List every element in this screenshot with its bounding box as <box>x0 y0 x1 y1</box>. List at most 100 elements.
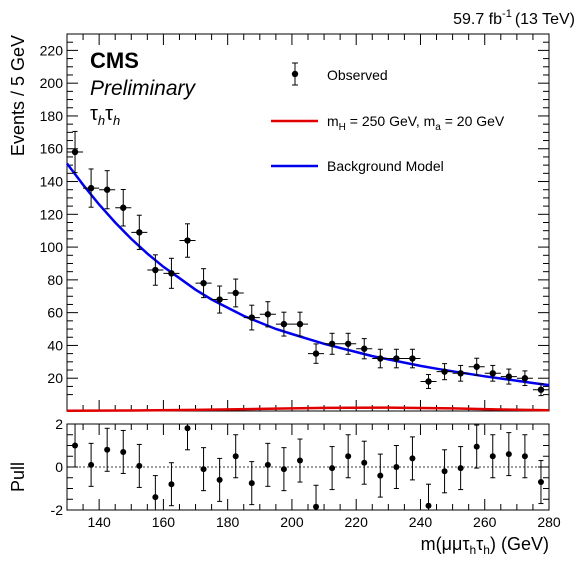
legend-background-label: Background Model <box>327 158 444 174</box>
pull-point <box>184 424 191 451</box>
pull-marker <box>168 481 175 488</box>
pull-point <box>361 440 368 485</box>
pull-marker <box>441 468 448 475</box>
pull-point <box>521 434 528 479</box>
pull-y-tick-label: -2 <box>51 502 64 518</box>
pull-point <box>505 432 512 477</box>
pull-point <box>377 453 384 498</box>
observed-marker <box>152 266 159 274</box>
observed-point <box>243 304 260 331</box>
observed-marker <box>103 186 111 193</box>
signal-curve <box>66 406 550 412</box>
observed-marker <box>521 375 529 382</box>
observed-point <box>291 311 308 337</box>
channel-tau-2: τ <box>105 103 113 125</box>
pull-point <box>216 457 223 502</box>
x-tick-label: 220 <box>345 514 369 530</box>
observed-point <box>179 223 196 258</box>
pull-marker <box>329 465 336 472</box>
x-title-sub2: h <box>483 543 490 557</box>
pull-marker <box>280 466 287 473</box>
main-y-tick-label: 60 <box>47 305 63 321</box>
observed-point <box>131 214 148 250</box>
observed-marker <box>216 296 223 303</box>
observed-point <box>99 170 116 210</box>
pull-marker <box>264 461 271 468</box>
lumi-exponent: -1 <box>502 8 512 20</box>
observed-point <box>115 188 132 227</box>
observed-marker <box>232 289 239 297</box>
observed-point <box>275 311 292 337</box>
pull-marker <box>521 453 528 460</box>
observed-marker <box>87 184 95 192</box>
channel-tau-1: τ <box>90 103 98 125</box>
observed-marker <box>328 340 336 347</box>
pull-marker <box>120 448 127 455</box>
observed-marker <box>505 373 513 380</box>
pull-marker <box>313 503 320 510</box>
observed-point <box>308 343 325 364</box>
pull-y-tick-label: 0 <box>55 459 63 475</box>
main-y-tick-label: 80 <box>47 272 63 288</box>
observed-point <box>532 383 549 397</box>
legend-observed-marker <box>291 70 299 78</box>
observed-marker <box>344 340 352 347</box>
main-y-tick-label: 120 <box>40 206 64 222</box>
x-title-end: ) (GeV) <box>490 534 549 554</box>
observed-point <box>259 301 276 328</box>
preliminary-label: Preliminary <box>90 77 197 100</box>
pull-ticks: -2 0 2 140 160 180 200 220 240 260 280 <box>51 416 561 530</box>
pull-point <box>473 424 480 469</box>
observed-marker <box>377 355 384 362</box>
observed-point <box>404 348 421 369</box>
observed-marker <box>280 320 288 328</box>
pull-point <box>537 460 544 505</box>
observed-marker <box>184 237 191 244</box>
pull-marker <box>184 425 191 432</box>
observed-points <box>67 130 549 397</box>
observed-marker <box>136 229 143 236</box>
pull-marker <box>200 466 207 473</box>
pull-point <box>120 429 127 474</box>
x-tick-label: 280 <box>537 514 561 530</box>
main-y-tick-label: 40 <box>47 337 63 353</box>
pull-marker <box>296 457 303 464</box>
main-y-tick-label: 180 <box>40 108 64 124</box>
main-curves <box>66 162 550 412</box>
observed-marker <box>296 320 304 328</box>
pull-y-axis-title: Pull <box>8 462 28 492</box>
pull-marker <box>72 442 79 449</box>
observed-marker <box>441 368 448 375</box>
channel-sub-2: h <box>113 113 120 128</box>
observed-marker <box>425 378 432 385</box>
legend: Observed mH = 250 GeV, ma = 20 GeV Backg… <box>271 62 505 174</box>
legend-signal-m: m <box>327 113 339 129</box>
observed-point <box>356 338 373 360</box>
main-y-tick-label: 160 <box>40 141 64 157</box>
cms-label: CMS <box>90 48 139 73</box>
x-tick-label: 240 <box>409 514 433 530</box>
pull-marker <box>537 479 544 486</box>
observed-point <box>468 357 485 376</box>
observed-point <box>227 278 244 308</box>
legend-signal-val2: = 20 GeV <box>441 113 505 129</box>
x-title-base: m(μμτ <box>421 534 470 554</box>
observed-point <box>484 364 501 382</box>
background-model-curve <box>66 162 550 387</box>
observed-marker <box>457 370 464 377</box>
observed-marker <box>168 270 175 277</box>
observed-marker <box>473 363 480 370</box>
pull-marker <box>248 480 255 487</box>
observed-point <box>516 370 533 387</box>
pull-point <box>200 447 207 492</box>
pull-point <box>104 427 111 472</box>
pull-marker <box>473 443 480 450</box>
pull-marker <box>457 465 464 472</box>
pull-marker <box>88 461 95 468</box>
observed-marker <box>120 204 127 211</box>
legend-signal-a: a <box>435 122 441 133</box>
main-y-tick-label: 140 <box>40 174 64 190</box>
pull-point <box>393 445 400 489</box>
pull-marker <box>377 472 384 479</box>
pull-marker <box>152 494 159 501</box>
